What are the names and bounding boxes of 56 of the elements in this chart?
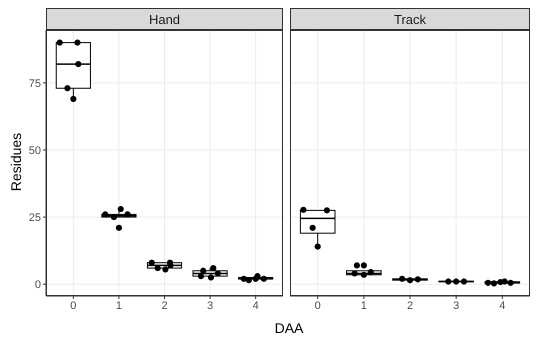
point — [352, 270, 358, 277]
y-tick-label: 0 — [34, 279, 41, 292]
point — [198, 273, 204, 280]
chart-title: Track — [290, 8, 530, 30]
point — [414, 276, 421, 282]
point — [162, 266, 168, 273]
point — [74, 40, 81, 46]
x-tick-label: 1 — [116, 300, 122, 312]
point — [453, 278, 460, 285]
chart-title: Hand — [46, 8, 283, 30]
x-tick-label: 3 — [207, 300, 214, 312]
x-tick-label: 4 — [499, 300, 506, 312]
point — [210, 265, 216, 272]
point — [64, 85, 71, 92]
point — [260, 276, 267, 282]
point — [490, 280, 498, 286]
point — [360, 272, 367, 278]
point — [124, 211, 131, 218]
point — [56, 40, 63, 46]
point — [75, 61, 82, 68]
point — [102, 211, 108, 218]
point — [116, 224, 122, 231]
point — [110, 214, 117, 220]
x-tick-label: 2 — [406, 300, 414, 312]
point — [214, 270, 221, 277]
x-tick-label: 4 — [252, 300, 259, 312]
point — [508, 280, 514, 286]
point — [246, 277, 252, 284]
point — [484, 280, 492, 286]
point — [502, 278, 508, 285]
point — [310, 224, 316, 231]
y-tick-label: 25 — [28, 212, 41, 224]
y-tick-label: 50 — [28, 144, 41, 157]
y-axis-title: Residues — [8, 132, 24, 194]
y-tick-label: 75 — [28, 78, 41, 90]
point — [445, 278, 452, 285]
x-axis-title: DAA — [274, 320, 304, 336]
point — [460, 278, 468, 285]
point — [406, 277, 414, 284]
x-tick-label: 1 — [360, 300, 367, 312]
point — [324, 207, 330, 214]
x-tick-label: 2 — [161, 300, 168, 312]
point — [314, 244, 321, 250]
point — [354, 262, 360, 268]
point — [360, 262, 367, 268]
x-tick-label: 0 — [70, 300, 76, 312]
x-tick-label: 0 — [314, 300, 321, 312]
point — [368, 269, 374, 276]
point — [70, 96, 76, 102]
point — [300, 206, 306, 213]
x-tick-label: 3 — [453, 300, 460, 312]
point — [399, 276, 406, 282]
point — [240, 276, 247, 282]
point — [254, 273, 261, 280]
point — [208, 274, 214, 281]
point — [118, 206, 124, 212]
